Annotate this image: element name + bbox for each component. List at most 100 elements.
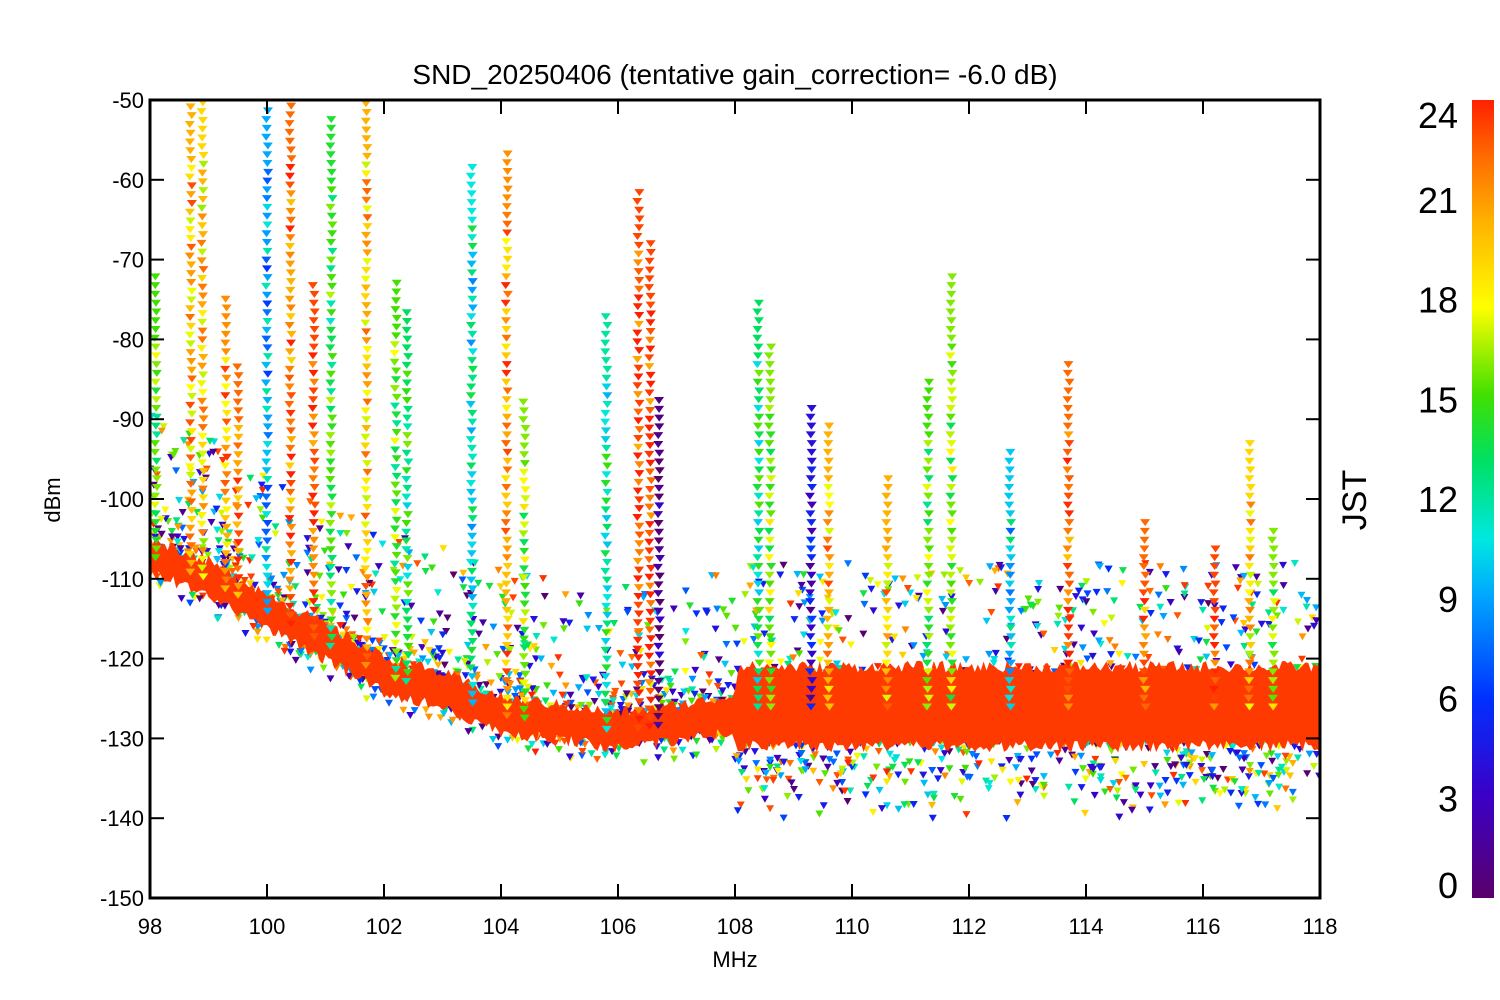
peak-point bbox=[285, 278, 296, 286]
peak-point bbox=[501, 343, 512, 351]
data-point bbox=[256, 506, 265, 514]
data-point bbox=[1159, 612, 1168, 620]
peak-point bbox=[1268, 685, 1279, 693]
peak-point bbox=[501, 369, 512, 377]
peak-point bbox=[262, 203, 273, 211]
peak-point bbox=[197, 336, 208, 344]
data-point bbox=[811, 751, 820, 759]
peak-point bbox=[185, 401, 196, 409]
peak-point bbox=[806, 466, 817, 474]
peak-point bbox=[360, 486, 371, 494]
peak-point bbox=[326, 116, 337, 124]
peak-point bbox=[467, 690, 478, 698]
data-point bbox=[898, 575, 907, 583]
peak-point bbox=[401, 361, 412, 369]
peak-point bbox=[881, 642, 892, 650]
data-point bbox=[657, 736, 666, 744]
peak-point bbox=[197, 248, 208, 256]
peak-point bbox=[285, 190, 296, 198]
peak-point bbox=[945, 545, 956, 553]
peak-point bbox=[362, 547, 373, 555]
peak-point bbox=[945, 448, 956, 456]
peak-point bbox=[602, 365, 613, 373]
peak-point bbox=[1138, 642, 1149, 650]
peak-point bbox=[326, 537, 337, 545]
peak-point bbox=[221, 418, 232, 426]
peak-point bbox=[633, 373, 644, 381]
x-tick-label: 98 bbox=[138, 914, 162, 939]
peak-point bbox=[307, 492, 318, 500]
peak-point bbox=[764, 554, 775, 562]
data-point bbox=[1297, 591, 1306, 599]
data-point bbox=[463, 641, 472, 649]
peak-point bbox=[198, 468, 209, 476]
peak-point bbox=[923, 606, 934, 614]
peak-point bbox=[881, 615, 892, 623]
peak-point bbox=[308, 317, 319, 325]
peak-point bbox=[1064, 510, 1075, 518]
peak-point bbox=[221, 471, 232, 479]
peak-point bbox=[360, 407, 371, 415]
peak-point bbox=[1268, 545, 1279, 553]
peak-point bbox=[467, 243, 478, 251]
peak-point bbox=[806, 484, 817, 492]
peak-point bbox=[197, 318, 208, 326]
peak-point bbox=[806, 440, 817, 448]
peak-point bbox=[220, 462, 231, 470]
colorbar-tick-label: 9 bbox=[1438, 579, 1458, 620]
data-point bbox=[369, 693, 378, 701]
peak-point bbox=[150, 282, 161, 290]
peak-point bbox=[644, 284, 655, 292]
data-point bbox=[157, 530, 166, 538]
data-point bbox=[356, 677, 365, 685]
peak-point bbox=[632, 452, 643, 460]
peak-point bbox=[823, 606, 834, 614]
peak-point bbox=[654, 484, 665, 492]
peak-point bbox=[824, 501, 835, 509]
data-point bbox=[790, 786, 799, 794]
peak-point bbox=[360, 284, 371, 292]
peak-point bbox=[823, 677, 834, 685]
peak-point bbox=[654, 423, 665, 431]
data-point bbox=[846, 787, 855, 795]
data-point bbox=[937, 755, 946, 763]
peak-point bbox=[262, 607, 273, 615]
peak-point bbox=[946, 290, 957, 298]
peak-point bbox=[765, 448, 776, 456]
data-point bbox=[867, 585, 876, 593]
peak-point bbox=[1268, 580, 1279, 588]
peak-point bbox=[653, 590, 664, 598]
data-point bbox=[938, 607, 947, 615]
peak-point bbox=[501, 677, 512, 685]
data-point bbox=[188, 591, 197, 599]
data-point bbox=[481, 643, 490, 651]
peak-point bbox=[361, 310, 372, 318]
data-point bbox=[254, 541, 263, 549]
peak-point bbox=[285, 111, 296, 119]
peak-point bbox=[390, 665, 401, 673]
peak-point bbox=[646, 477, 657, 485]
peak-point bbox=[362, 626, 373, 634]
peak-point bbox=[823, 642, 834, 650]
peak-point bbox=[197, 441, 208, 449]
peak-point bbox=[1005, 545, 1016, 553]
data-point bbox=[1202, 653, 1211, 661]
peak-point bbox=[634, 461, 645, 469]
peak-point bbox=[946, 527, 957, 535]
data-point bbox=[173, 533, 182, 541]
data-point bbox=[443, 614, 452, 622]
data-point bbox=[905, 758, 914, 766]
peak-point bbox=[502, 685, 513, 693]
data-point bbox=[176, 545, 185, 553]
peak-point bbox=[654, 449, 665, 457]
peak-point bbox=[232, 460, 243, 468]
data-point bbox=[1002, 635, 1011, 643]
data-point bbox=[776, 772, 785, 780]
peak-point bbox=[308, 554, 319, 562]
peak-point bbox=[882, 606, 893, 614]
data-point bbox=[559, 618, 568, 626]
data-point bbox=[1151, 769, 1160, 777]
peak-point bbox=[325, 133, 336, 141]
peak-point bbox=[389, 402, 400, 410]
data-point bbox=[1226, 789, 1235, 797]
